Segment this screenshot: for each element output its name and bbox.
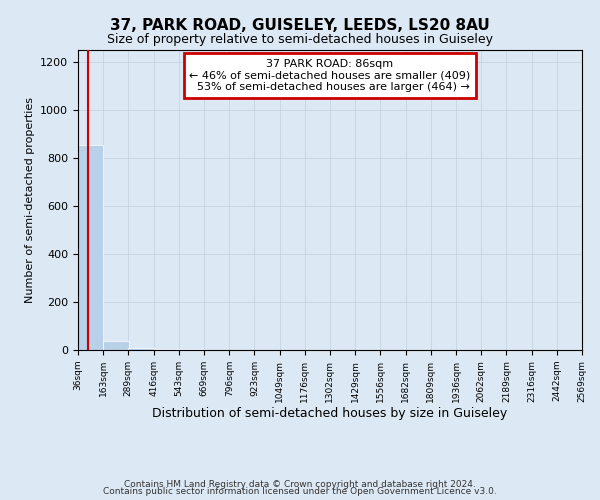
Bar — [154, 349, 179, 350]
Text: 37 PARK ROAD: 86sqm  
← 46% of semi-detached houses are smaller (409)
  53% of s: 37 PARK ROAD: 86sqm ← 46% of semi-detach… — [190, 59, 470, 92]
Text: 37, PARK ROAD, GUISELEY, LEEDS, LS20 8AU: 37, PARK ROAD, GUISELEY, LEEDS, LS20 8AU — [110, 18, 490, 32]
Bar — [128, 348, 154, 350]
Text: Size of property relative to semi-detached houses in Guiseley: Size of property relative to semi-detach… — [107, 32, 493, 46]
Text: Contains HM Land Registry data © Crown copyright and database right 2024.: Contains HM Land Registry data © Crown c… — [124, 480, 476, 489]
Bar — [103, 341, 128, 350]
Bar — [78, 145, 103, 350]
X-axis label: Distribution of semi-detached houses by size in Guiseley: Distribution of semi-detached houses by … — [152, 408, 508, 420]
Text: Contains public sector information licensed under the Open Government Licence v3: Contains public sector information licen… — [103, 487, 497, 496]
Y-axis label: Number of semi-detached properties: Number of semi-detached properties — [25, 97, 35, 303]
